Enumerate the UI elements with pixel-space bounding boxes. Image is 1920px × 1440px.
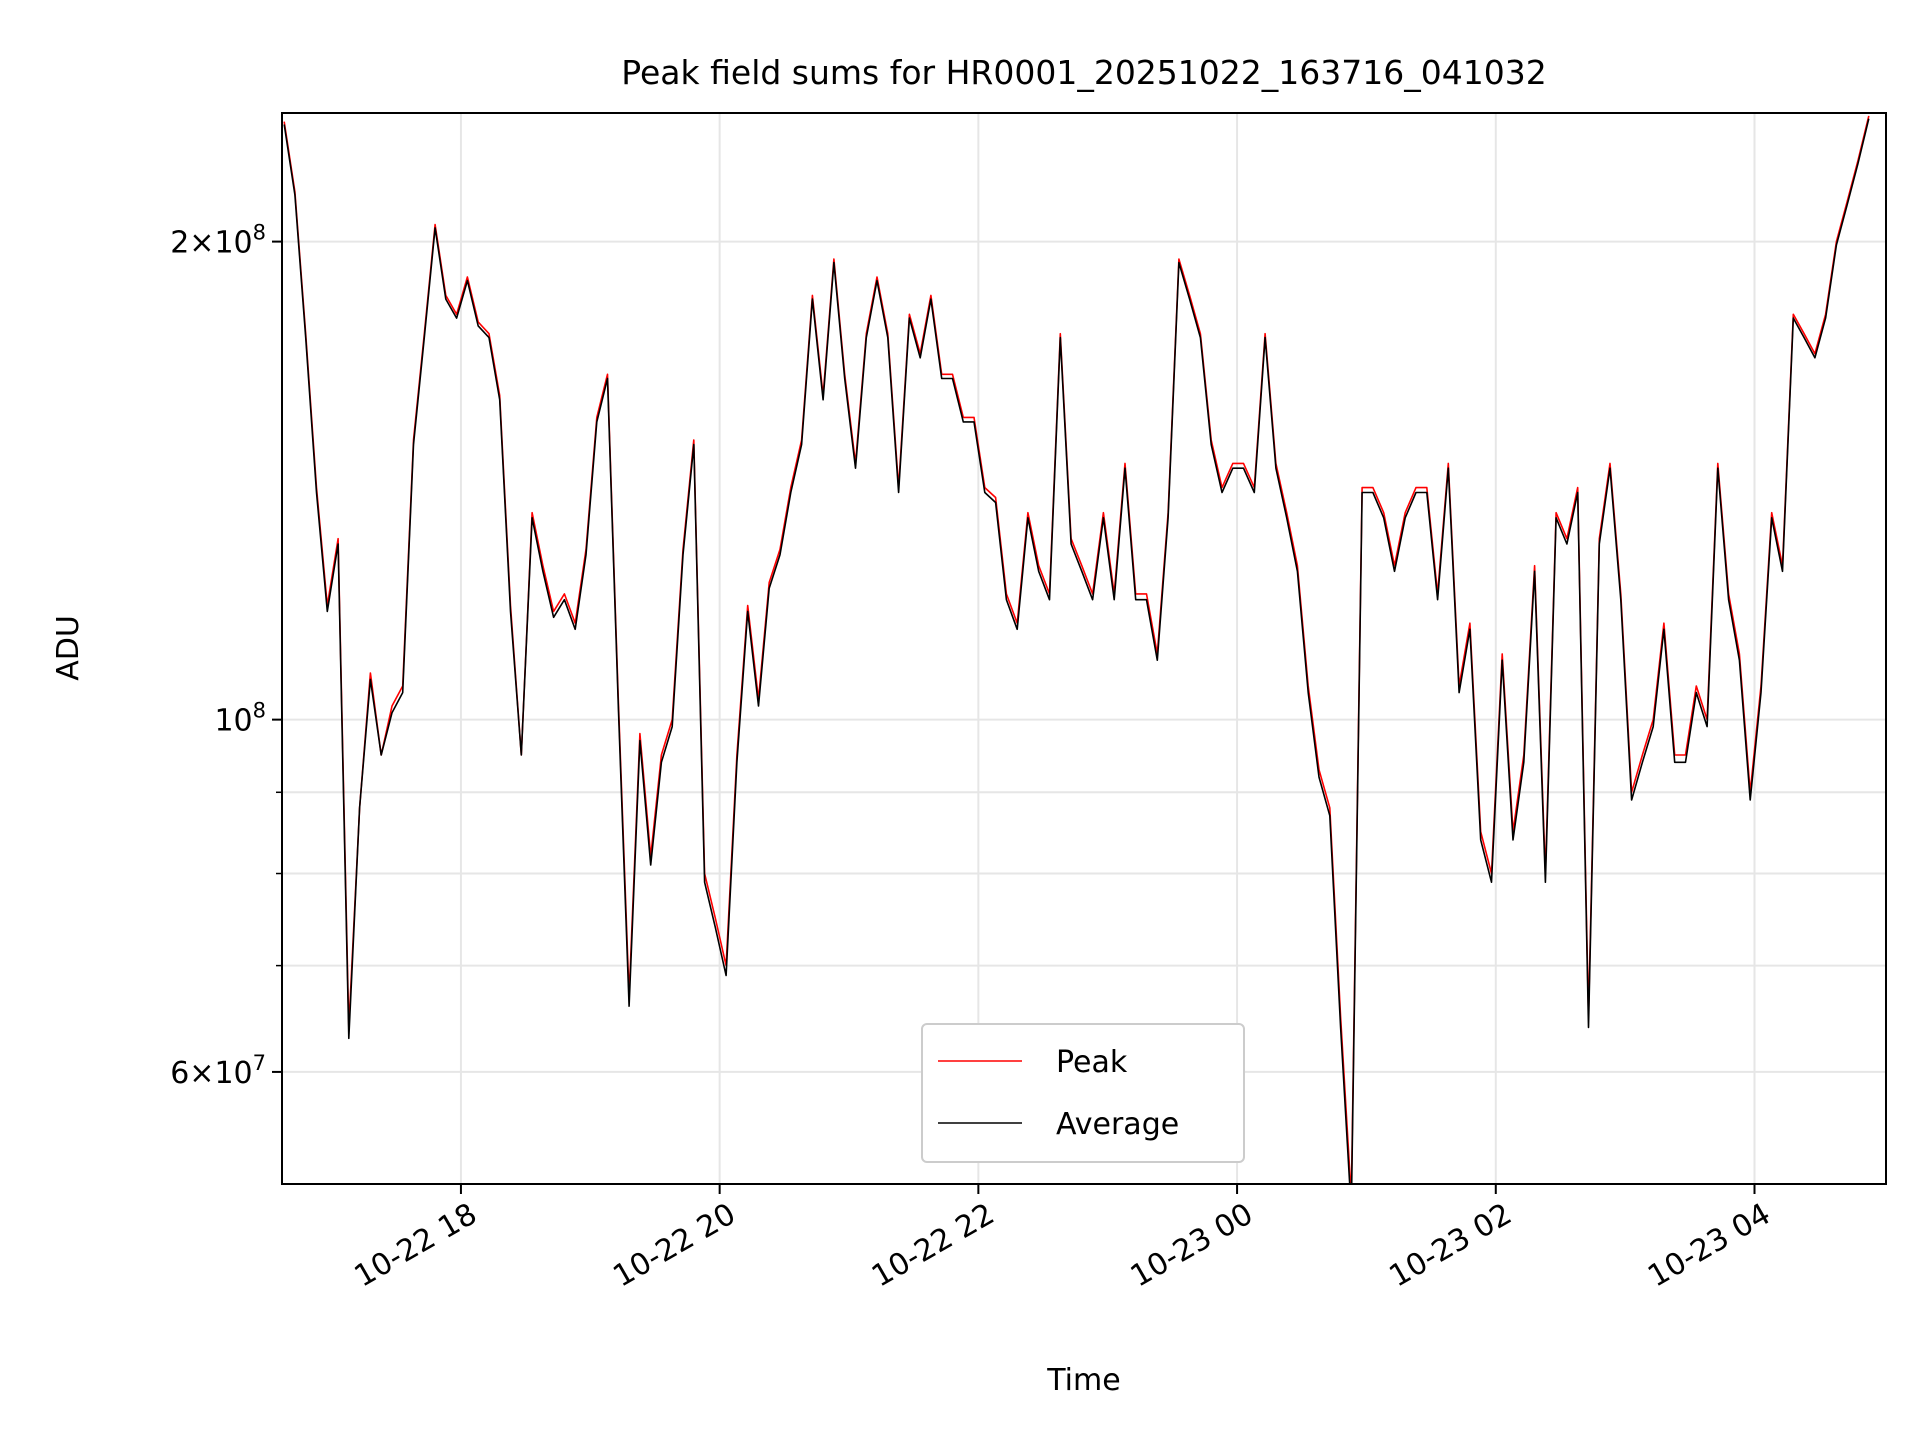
- chart-title: Peak field sums for HR0001_20251022_1637…: [621, 53, 1546, 92]
- legend-label-average: Average: [1056, 1107, 1179, 1142]
- series-line-average: [283, 118, 1870, 1184]
- legend: Peak Average: [921, 1023, 1245, 1163]
- legend-label-peak: Peak: [1056, 1045, 1128, 1080]
- x-axis-label: Time: [1046, 1363, 1120, 1398]
- y-tick-label: 6×107: [170, 1051, 266, 1091]
- plot-frame: [281, 112, 1887, 1185]
- y-tick-label: 108: [214, 699, 266, 739]
- y-axis-label: ADU: [51, 615, 86, 681]
- series-lines: [283, 115, 1870, 1184]
- legend-box: [921, 1023, 1245, 1163]
- y-tick-label: 2×108: [170, 221, 266, 261]
- y-axis-ticks: 2×108 108 6×107: [170, 221, 282, 1091]
